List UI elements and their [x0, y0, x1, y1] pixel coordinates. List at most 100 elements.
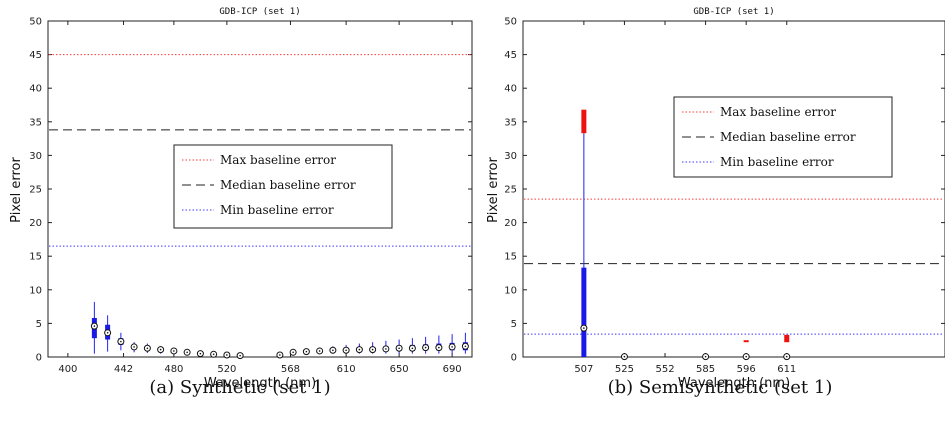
- y-tick-label: 20: [29, 218, 42, 229]
- y-tick-label: 10: [29, 285, 42, 296]
- box-median-dot: [451, 346, 453, 348]
- box-median-dot: [705, 356, 707, 358]
- box-plot: [197, 351, 203, 357]
- box-plot: [184, 349, 190, 355]
- x-tick-label: 480: [164, 364, 183, 375]
- box-plot: [277, 352, 283, 358]
- box-median-dot: [120, 341, 122, 343]
- y-axis-label: Pixel error: [486, 157, 501, 223]
- y-tick-label: 5: [36, 319, 42, 330]
- box-median-dot: [465, 345, 467, 347]
- y-tick-label: 50: [29, 17, 42, 28]
- box-plot: [743, 354, 749, 360]
- box-plot: [211, 351, 217, 357]
- box-median-dot: [345, 349, 347, 351]
- box-median-dot: [147, 347, 149, 349]
- y-tick-label: 20: [504, 218, 517, 229]
- box-median-dot: [786, 356, 788, 358]
- box-median-dot: [745, 356, 747, 358]
- box-plot: [784, 354, 790, 360]
- x-tick-label: 442: [114, 364, 133, 375]
- legend-label: Median baseline error: [220, 178, 356, 192]
- box-plot: [621, 354, 627, 360]
- y-tick-label: 30: [504, 151, 517, 162]
- x-tick-label: 650: [390, 364, 409, 375]
- box-plot: [290, 349, 296, 355]
- box-median-dot: [186, 351, 188, 353]
- legend: Max baseline error Median baseline error M…: [674, 97, 892, 177]
- y-tick-label: 25: [29, 185, 42, 196]
- outlier-mark: [784, 335, 789, 342]
- x-tick-label: 552: [655, 364, 674, 375]
- box-median-dot: [239, 355, 241, 357]
- box-plot: [237, 353, 243, 359]
- figure-caption: (b) Semisynthetic (set 1): [608, 377, 833, 398]
- legend-label: Median baseline error: [720, 130, 856, 144]
- x-tick-label: 520: [217, 364, 236, 375]
- box-iqr: [581, 268, 586, 357]
- box-median-dot: [226, 354, 228, 356]
- y-tick-label: 0: [36, 353, 42, 364]
- x-tick-label: 585: [696, 364, 715, 375]
- box-median-dot: [292, 351, 294, 353]
- box-plot: [303, 349, 309, 355]
- box-plot: [703, 354, 709, 360]
- box-median-dot: [133, 346, 135, 348]
- y-tick-label: 5: [511, 319, 517, 330]
- y-tick-label: 45: [504, 50, 517, 61]
- y-tick-label: 0: [511, 353, 517, 364]
- y-tick-label: 45: [29, 50, 42, 61]
- legend-label: Max baseline error: [220, 153, 336, 167]
- box-median-dot: [200, 353, 202, 355]
- y-axis-label: Pixel error: [9, 157, 24, 223]
- box-median-dot: [279, 354, 281, 356]
- box-median-dot: [94, 325, 96, 327]
- x-tick-label: 400: [58, 364, 77, 375]
- x-tick-label: 596: [737, 364, 756, 375]
- x-tick-label: 690: [443, 364, 462, 375]
- box-plot: [224, 352, 230, 358]
- box-median-dot: [425, 347, 427, 349]
- box-plot: [171, 348, 177, 355]
- box-median-dot: [624, 356, 626, 358]
- x-tick-label: 507: [574, 364, 593, 375]
- chart-title: GDB-ICP (set 1): [693, 7, 774, 17]
- box-median-dot: [173, 350, 175, 352]
- y-tick-label: 30: [29, 151, 42, 162]
- legend-label: Min baseline error: [720, 155, 834, 169]
- legend-label: Min baseline error: [220, 203, 334, 217]
- outlier-mark: [581, 110, 586, 134]
- box-median-dot: [319, 350, 321, 352]
- box-median-dot: [160, 349, 162, 351]
- box-median-dot: [398, 347, 400, 349]
- chart-panel-0: GDB-ICP (set 1) 0 5 10 15 20 25 30 35 40 45 50 400 44…: [9, 7, 472, 398]
- chart-panel-1: GDB-ICP (set 1) 0 5 10 15 20 25 30 35 40 45 50 507 52…: [486, 7, 945, 398]
- legend-label: Max baseline error: [720, 105, 836, 119]
- chart-title: GDB-ICP (set 1): [219, 7, 300, 17]
- box-median-dot: [412, 347, 414, 349]
- y-tick-label: 25: [504, 185, 517, 196]
- box-median-dot: [385, 348, 387, 350]
- box-plot: [317, 348, 323, 354]
- y-tick-label: 35: [504, 117, 517, 128]
- legend: Max baseline error Median baseline error M…: [174, 145, 392, 228]
- x-tick-label: 525: [615, 364, 634, 375]
- y-tick-label: 40: [29, 84, 42, 95]
- outlier-mark: [744, 340, 749, 342]
- box-median-dot: [583, 327, 585, 329]
- box-median-dot: [372, 349, 374, 351]
- y-tick-label: 35: [29, 117, 42, 128]
- y-tick-label: 10: [504, 285, 517, 296]
- x-tick-label: 610: [337, 364, 356, 375]
- x-tick-label: 568: [281, 364, 300, 375]
- box-median-dot: [107, 332, 109, 334]
- figure-caption: (a) Synthetic (set 1): [149, 377, 330, 398]
- box-median-dot: [213, 354, 215, 356]
- box-median-dot: [332, 349, 334, 351]
- y-tick-label: 40: [504, 84, 517, 95]
- box-median-dot: [438, 347, 440, 349]
- y-tick-label: 15: [504, 252, 517, 263]
- box-median-dot: [306, 351, 308, 353]
- y-tick-label: 15: [29, 252, 42, 263]
